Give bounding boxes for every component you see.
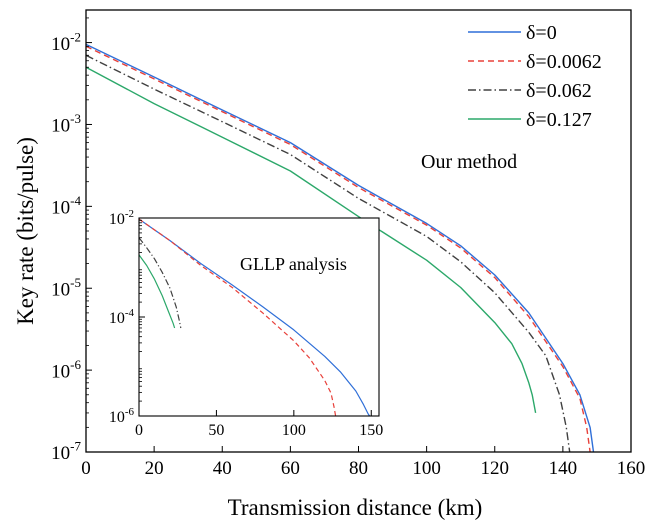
main-series-group xyxy=(85,43,595,453)
inset-y-tick-label: 10-6 xyxy=(109,406,135,426)
inset-background xyxy=(139,218,379,416)
inset-series-line-2 xyxy=(138,237,182,329)
inset-x-tick-label: 100 xyxy=(282,422,306,439)
main-x-tick-label: 120 xyxy=(481,458,510,479)
y-axis-label: Key rate (bits/pulse) xyxy=(13,137,38,325)
main-y-tick-label: 10-2 xyxy=(51,29,81,55)
main-y-tick-label: 10-7 xyxy=(51,439,81,465)
inset-x-tick-label: 0 xyxy=(135,422,143,439)
main-series-line-0 xyxy=(85,43,595,453)
main-y-tick-label: 10-3 xyxy=(51,111,81,137)
inset-y-tick-label: 10-4 xyxy=(109,307,135,327)
main-series-line-1 xyxy=(85,45,591,453)
inset-y-tick-label: 10-2 xyxy=(109,208,134,228)
main-x-tick-label: 140 xyxy=(549,458,578,479)
inset-series-line-0 xyxy=(138,218,371,417)
main-axis-ticks: 0 20 40 60 80 100 120 140 160 10-7 10-6 10-5 10-4 10-… xyxy=(51,17,646,479)
legend-label-2: δ=0.062 xyxy=(526,80,592,102)
inset-series-line-1 xyxy=(138,218,337,417)
main-x-tick-label: 20 xyxy=(145,458,164,479)
main-y-tick-label: 10-4 xyxy=(51,193,81,219)
legend-label-3: δ=0.127 xyxy=(526,109,592,131)
main-x-tick-label: 60 xyxy=(281,458,300,479)
main-x-tick-label: 160 xyxy=(617,458,646,479)
main-x-tick-label: 80 xyxy=(349,458,368,479)
main-x-tick-label: 40 xyxy=(213,458,232,479)
inset-x-tick-label: 50 xyxy=(208,422,224,439)
main-x-tick-label: 0 xyxy=(81,458,91,479)
main-y-tick-label: 10-6 xyxy=(51,357,81,383)
main-series-line-2 xyxy=(85,54,571,453)
inset-series-group xyxy=(138,218,371,417)
main-x-tick-label: 100 xyxy=(412,458,441,479)
inset-annotation: GLLP analysis xyxy=(240,254,347,274)
main-y-tick-label: 10-5 xyxy=(51,275,81,301)
inset-series-line-3 xyxy=(138,254,176,329)
legend-label-1: δ=0.0062 xyxy=(526,51,602,73)
inset-axis-ticks: 0 50 100 150 10-6 10-4 10-2 xyxy=(109,208,383,439)
x-axis-label: Transmission distance (km) xyxy=(228,495,483,520)
main-series-line-3 xyxy=(85,66,537,414)
legend-label-0: δ=0 xyxy=(526,22,557,44)
legend: δ=0 δ=0.0062 δ=0.062 δ=0.127 xyxy=(468,22,602,131)
main-annotation: Our method xyxy=(421,151,517,173)
inset-x-tick-label: 150 xyxy=(359,422,383,439)
